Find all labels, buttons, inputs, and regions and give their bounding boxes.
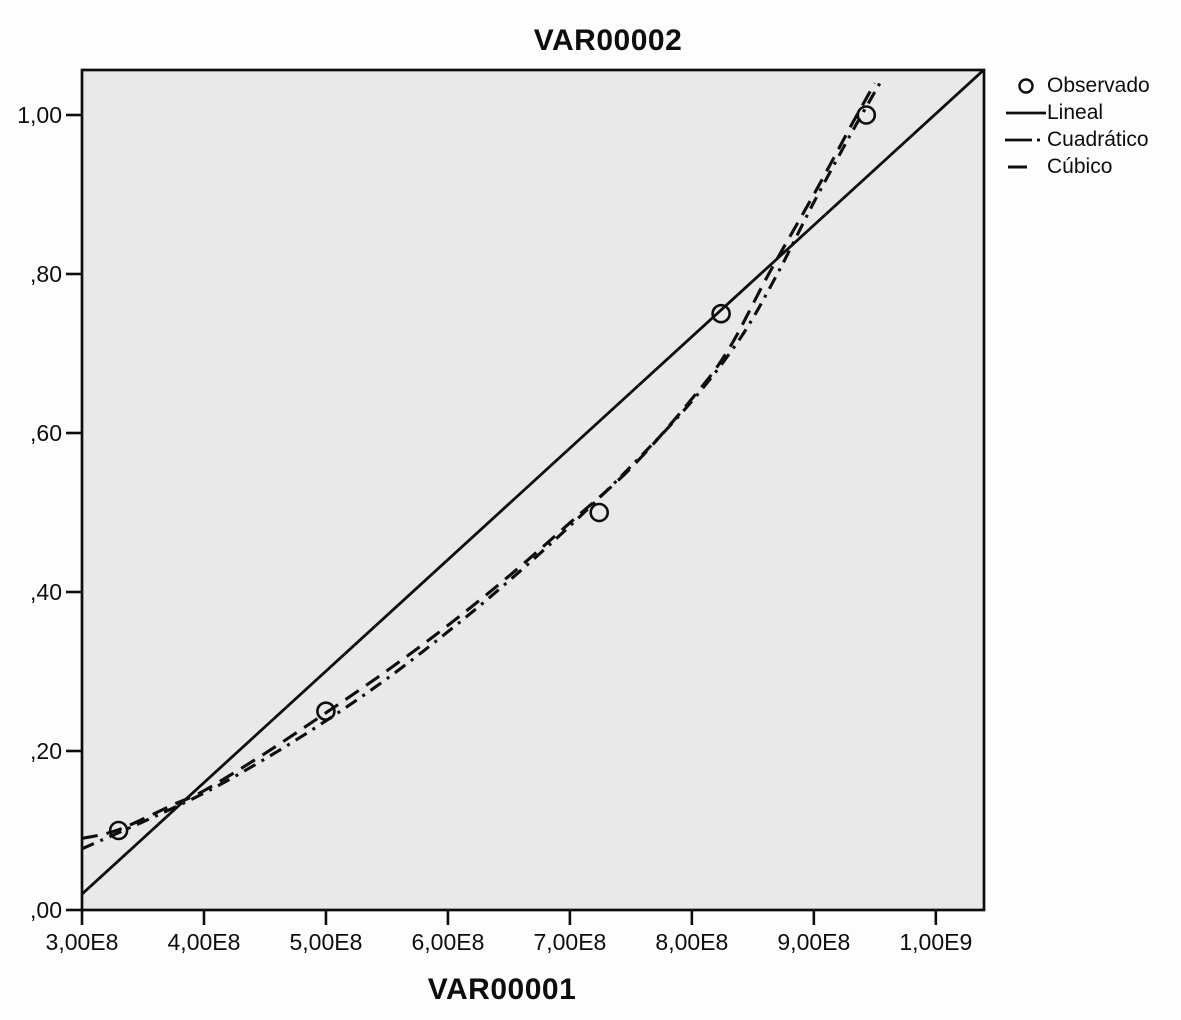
chart-title: VAR00002 bbox=[533, 24, 683, 57]
legend-item-solid: Lineal bbox=[1004, 99, 1150, 126]
y-tick-label: ,40 bbox=[30, 579, 62, 605]
legend-label: Observado bbox=[1047, 73, 1150, 97]
y-tick-label: 1,00 bbox=[17, 102, 62, 128]
legend-item-dash: Cúbico bbox=[1004, 153, 1150, 180]
observed-point bbox=[316, 701, 336, 722]
observed-point bbox=[711, 303, 731, 324]
legend-circle-swatch-icon bbox=[1018, 77, 1034, 94]
x-axis-ticks: 3,00E8 4,00E8 5,00E8 6,00E8 7,00E8 8,00E8 9,00… bbox=[46, 910, 972, 955]
legend-item-dashdot: Cuadrático bbox=[1004, 126, 1150, 153]
y-axis-ticks: 1,00 ,80 ,60 ,40 ,20 ,00 bbox=[17, 102, 82, 923]
legend-label: Lineal bbox=[1047, 100, 1104, 124]
x-tick-label: 6,00E8 bbox=[411, 929, 484, 955]
y-tick-label: ,60 bbox=[30, 420, 62, 446]
y-tick-label: ,00 bbox=[30, 897, 62, 923]
x-tick-label: 5,00E8 bbox=[289, 929, 362, 955]
observed-point bbox=[589, 502, 610, 523]
legend-item-circle: Observado bbox=[1004, 72, 1150, 99]
x-tick-label: 9,00E8 bbox=[777, 929, 850, 955]
y-tick-label: ,80 bbox=[30, 261, 62, 287]
plot-border bbox=[80, 68, 986, 912]
legend-label: Cúbico bbox=[1047, 154, 1113, 178]
series-dashdot bbox=[81, 78, 884, 851]
fit-lines bbox=[81, 69, 985, 896]
legend-label: Cuadrático bbox=[1047, 127, 1149, 151]
observed-point bbox=[856, 105, 877, 125]
x-tick-label: 4,00E8 bbox=[168, 929, 241, 955]
legend-dash-swatch-icon bbox=[1008, 165, 1027, 168]
series-dash bbox=[81, 82, 877, 840]
legend-solid-swatch-icon bbox=[1006, 111, 1046, 114]
x-tick-label: 7,00E8 bbox=[533, 929, 606, 955]
plot-background bbox=[82, 70, 984, 910]
observed-point bbox=[108, 820, 129, 841]
x-tick-label: 1,00E9 bbox=[899, 929, 972, 955]
legend-dashdot-swatch-icon bbox=[1005, 138, 1047, 141]
x-tick-label: 8,00E8 bbox=[655, 929, 728, 955]
legend: Observado Lineal Cuadrático Cúbico bbox=[1004, 72, 1150, 180]
observed-points bbox=[108, 105, 877, 841]
y-tick-label: ,20 bbox=[30, 738, 62, 764]
x-axis-title: VAR00001 bbox=[427, 973, 577, 1006]
x-tick-label: 3,00E8 bbox=[46, 929, 119, 955]
series-solid bbox=[81, 69, 985, 896]
